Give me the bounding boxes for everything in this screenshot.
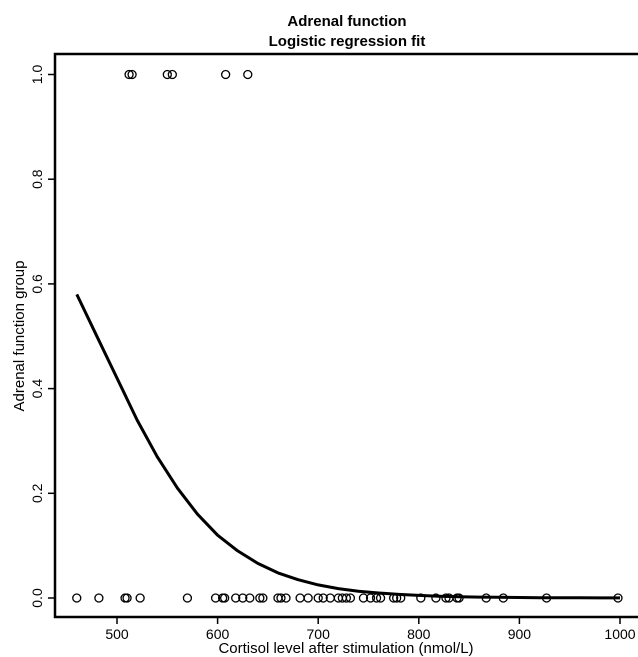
y-tick-label: 1.0 [29,65,45,85]
x-tick-label: 900 [508,626,532,642]
chart-title: Adrenal function [287,13,406,30]
data-point [276,593,286,603]
data-point [238,593,248,603]
data-point [162,69,172,80]
data-point [431,593,441,603]
data-point [167,69,177,80]
data-point [220,69,231,80]
data-point [122,593,132,603]
y-tick-label: 0.4 [29,379,45,399]
data-point [135,593,145,603]
data-point [345,593,356,603]
data-point [281,593,291,603]
data-point [94,593,104,603]
y-tick-label: 0.8 [29,169,45,189]
x-axis-label: Cortisol level after stimulation (nmol/L… [218,640,473,657]
data-point [365,593,376,603]
data-point [210,593,221,603]
data-point [127,69,137,80]
data-point [219,593,230,603]
data-point [295,593,305,603]
x-tick-label: 1000 [604,626,635,642]
data-point [441,593,451,603]
y-axis-ticks: 0.0 0.2 0.4 0.6 0.8 1.0 [29,65,55,608]
logistic-fit-curve [75,293,620,600]
x-axis-ticks: 500 600 700 800 900 1000 [105,617,636,642]
x-tick-label: 500 [105,626,129,642]
x-tick-label: 800 [407,626,431,642]
x-tick-label: 600 [206,626,230,642]
y-tick-label: 0.2 [29,483,45,503]
data-point [72,593,82,603]
data-point [245,593,255,603]
data-point [124,69,134,80]
data-point [258,593,268,603]
data-point [231,593,241,603]
data-point [313,593,323,603]
y-tick-label: 0.6 [29,274,45,294]
plot-frame [53,52,638,619]
data-point [303,593,313,603]
data-point [255,593,265,603]
x-tick-label: 700 [307,626,331,642]
data-point [243,69,253,80]
data-point [341,593,352,603]
data-point [182,593,193,603]
y-axis-label: Adrenal function group [11,261,28,412]
data-point [358,593,369,603]
data-points [72,69,623,603]
y-tick-label: 0.0 [29,588,45,608]
data-point [318,593,328,603]
chart-subtitle: Logistic regression fit [269,33,426,50]
